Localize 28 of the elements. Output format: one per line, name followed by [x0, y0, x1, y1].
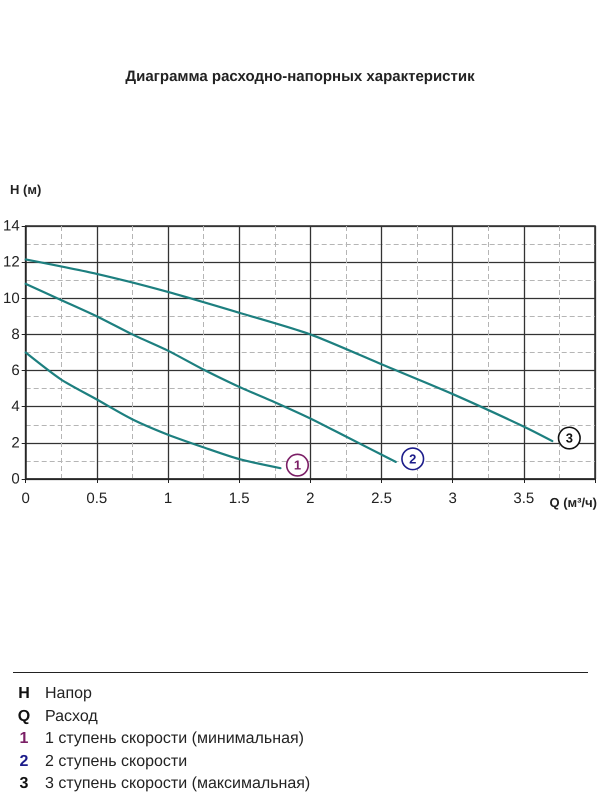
x-axis-title: Q (м³/ч) — [550, 495, 597, 510]
y-tick-label: 10 — [2, 290, 20, 307]
series-label: 1 — [294, 458, 302, 473]
x-tick-label: 2.5 — [371, 490, 392, 507]
text: 2 2 ступень скорости — [18, 752, 188, 772]
text: Q Расход — [16, 706, 98, 726]
chart-title: Диаграмма расходно-напорных характеристик — [125, 68, 476, 85]
series-label: 2 — [409, 451, 416, 466]
x-tick-label: 3 — [448, 490, 457, 507]
y-tick-label: 0 — [11, 470, 20, 488]
y-tick-label: 14 — [2, 218, 20, 234]
y-axis-title: H (м) — [10, 182, 42, 197]
x-tick-label: 3.5 — [513, 490, 534, 507]
text: H Напор — [17, 684, 92, 704]
x-tick-label: 1 — [164, 490, 172, 507]
y-tick-label: 4 — [11, 398, 20, 416]
text: 3 3 ступень скорости (максимальная) — [18, 774, 310, 794]
y-tick-label: 8 — [11, 326, 20, 343]
y-tick-label: 2 — [11, 434, 20, 452]
x-tick-label: 2 — [306, 490, 315, 507]
line-series — [24, 351, 282, 470]
y-tick-label: 12 — [2, 254, 20, 271]
text: 1 1 ступень скорости (минимальная) — [18, 729, 304, 749]
x-tick-label: 0.5 — [86, 490, 108, 507]
line-series — [24, 258, 554, 442]
x-tick-label: 1.5 — [228, 490, 250, 507]
series-label: 3 — [566, 430, 573, 446]
y-tick-label: 6 — [11, 362, 20, 380]
